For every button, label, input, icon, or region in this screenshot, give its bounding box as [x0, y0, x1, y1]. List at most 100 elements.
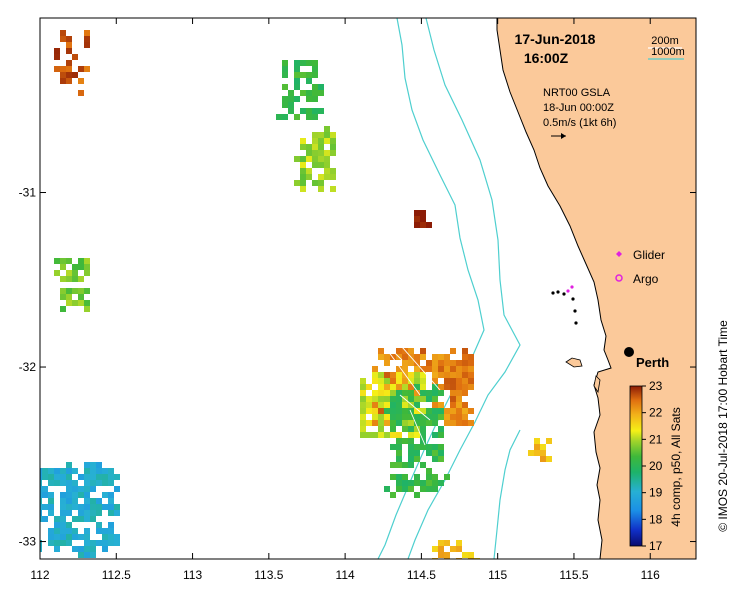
sst-pixel: [450, 372, 456, 378]
sst-pixel: [360, 420, 366, 426]
sst-pixel: [294, 60, 300, 66]
colorbar: 17 18 19 20 21 22 23 4h comp, p50, All Sats: [629, 379, 683, 553]
sst-pixel: [84, 492, 90, 498]
sst-pixel: [462, 408, 468, 414]
sst-pixel: [90, 540, 96, 546]
sst-pixel: [396, 438, 402, 444]
sst-pixel: [78, 552, 84, 558]
sst-patch: [54, 258, 90, 312]
sst-pixel: [72, 498, 78, 504]
sst-pixel: [408, 420, 414, 426]
sst-pixel: [402, 360, 408, 366]
sst-pixel: [384, 354, 390, 360]
sst-pixel: [66, 294, 72, 300]
sst-pixel: [306, 174, 312, 180]
sst-pixel: [408, 426, 414, 432]
sst-pixel: [432, 414, 438, 420]
sst-pixel: [300, 72, 306, 78]
sst-pixel: [462, 378, 468, 384]
sst-pixel: [534, 450, 540, 456]
sst-pixel: [294, 156, 300, 162]
x-tick-label: 113: [183, 568, 202, 582]
sst-pixel: [312, 156, 318, 162]
sst-pixel: [288, 90, 294, 96]
sst-pixel: [432, 408, 438, 414]
sst-pixel: [378, 372, 384, 378]
sst-pixel: [66, 480, 72, 486]
sst-pixel: [378, 378, 384, 384]
sst-pixel: [40, 474, 42, 480]
sst-pixel: [414, 210, 420, 216]
sst-pixel: [432, 360, 438, 366]
sst-pixel: [396, 402, 402, 408]
sst-pixel: [300, 174, 306, 180]
sst-pixel: [60, 294, 66, 300]
sst-pixel: [84, 462, 90, 468]
sst-pixel: [408, 456, 414, 462]
x-tick-label: 116: [641, 568, 660, 582]
sst-patch: [54, 30, 90, 96]
sst-pixel: [78, 288, 84, 294]
sst-pixel: [306, 168, 312, 174]
bathymetry-legend: 200m 1000m: [648, 35, 685, 60]
sst-pixel: [432, 420, 438, 426]
sst-pixel: [438, 540, 444, 546]
sst-pixel: [318, 162, 324, 168]
sst-pixel: [396, 486, 402, 492]
x-tick-label: 113.5: [254, 568, 283, 582]
sst-pixel: [318, 186, 324, 192]
sst-pixel: [54, 534, 60, 540]
sst-pixel: [54, 270, 60, 276]
sst-pixel: [396, 462, 402, 468]
sst-pixel: [312, 72, 318, 78]
sst-pixel: [54, 474, 60, 480]
sst-pixel: [78, 90, 84, 96]
sst-pixel: [426, 390, 432, 396]
sst-pixel: [456, 396, 462, 402]
sst-pixel: [66, 42, 72, 48]
sst-pixel: [540, 456, 546, 462]
sst-pixel: [330, 150, 336, 156]
sst-pixel: [528, 450, 534, 456]
sst-pixel: [72, 528, 78, 534]
sst-pixel: [450, 384, 456, 390]
sst-pixel: [450, 390, 456, 396]
sst-pixel: [468, 360, 474, 366]
sst-pixel: [456, 384, 462, 390]
sst-pixel: [408, 372, 414, 378]
sst-pixel: [396, 372, 402, 378]
sst-pixel: [420, 216, 426, 222]
sst-pixel: [60, 540, 66, 546]
sst-pixel: [30, 510, 36, 516]
y-axis: -31 -32 -33: [19, 186, 696, 549]
sst-pixel: [438, 450, 444, 456]
colorbar-tick-label: 17: [649, 539, 663, 553]
sst-pixel: [276, 114, 282, 120]
sst-pixel: [318, 174, 324, 180]
sst-pixel: [102, 492, 108, 498]
sst-pixel: [432, 486, 438, 492]
sst-pixel: [426, 420, 432, 426]
sst-pixel: [60, 78, 66, 84]
sst-pixel: [426, 486, 432, 492]
sst-pixel: [54, 468, 60, 474]
sst-pixel: [462, 372, 468, 378]
sst-pixel: [438, 402, 444, 408]
sst-pixel: [108, 492, 114, 498]
sst-pixel: [408, 408, 414, 414]
sst-pixel: [372, 408, 378, 414]
sst-pixel: [48, 510, 54, 516]
sst-pixel: [78, 510, 84, 516]
x-tick-label: 115: [488, 568, 507, 582]
sst-pixel: [282, 60, 288, 66]
sst-pixel: [84, 498, 90, 504]
sst-pixel: [420, 222, 426, 228]
sst-pixel: [40, 510, 42, 516]
sst-pixel: [42, 468, 48, 474]
sst-pixel: [456, 366, 462, 372]
current-legend: NRT00 GSLA 18-Jun 00:00Z 0.5m/s (1kt 6h): [543, 87, 616, 139]
sst-pixel: [66, 528, 72, 534]
sst-pixel: [366, 420, 372, 426]
sst-pixel: [420, 462, 426, 468]
sst-pixel: [282, 84, 288, 90]
